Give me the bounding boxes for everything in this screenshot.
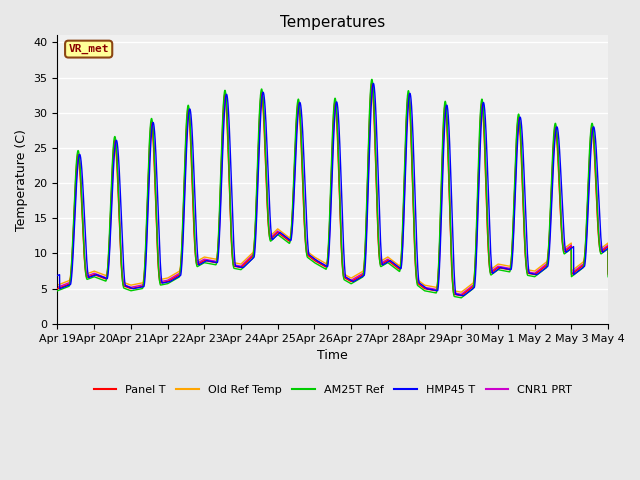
HMP45 T — [120, 267, 127, 273]
HMP45 T — [435, 270, 443, 276]
HMP45 T — [460, 293, 467, 299]
Old Ref Temp — [368, 87, 376, 93]
Old Ref Temp — [120, 279, 127, 285]
HMP45 T — [54, 273, 61, 278]
Panel T — [112, 142, 120, 148]
CNR1 PRT — [369, 82, 376, 87]
HMP45 T — [369, 81, 377, 86]
Old Ref Temp — [479, 119, 487, 124]
Panel T — [239, 264, 246, 269]
Old Ref Temp — [435, 252, 443, 257]
Old Ref Temp — [239, 260, 246, 266]
Panel T — [604, 272, 612, 277]
AM25T Ref — [435, 246, 443, 252]
Panel T — [319, 263, 327, 268]
CNR1 PRT — [435, 263, 443, 268]
AM25T Ref — [112, 138, 120, 144]
AM25T Ref — [319, 265, 327, 271]
CNR1 PRT — [458, 291, 465, 297]
Line: Panel T: Panel T — [58, 83, 608, 296]
Old Ref Temp — [54, 282, 61, 288]
AM25T Ref — [458, 295, 465, 300]
Legend: Panel T, Old Ref Temp, AM25T Ref, HMP45 T, CNR1 PRT: Panel T, Old Ref Temp, AM25T Ref, HMP45 … — [90, 380, 576, 399]
Panel T — [479, 112, 487, 118]
Old Ref Temp — [319, 259, 327, 265]
Line: HMP45 T: HMP45 T — [58, 84, 608, 296]
Line: AM25T Ref: AM25T Ref — [58, 79, 608, 298]
HMP45 T — [239, 264, 246, 270]
AM25T Ref — [120, 285, 127, 291]
HMP45 T — [112, 139, 120, 144]
CNR1 PRT — [604, 270, 612, 276]
Panel T — [368, 80, 376, 86]
Panel T — [120, 283, 127, 289]
Line: CNR1 PRT: CNR1 PRT — [58, 84, 608, 294]
Panel T — [54, 286, 61, 291]
Title: Temperatures: Temperatures — [280, 15, 385, 30]
Line: Old Ref Temp: Old Ref Temp — [58, 90, 608, 292]
AM25T Ref — [604, 274, 612, 279]
Panel T — [458, 293, 465, 299]
AM25T Ref — [239, 265, 246, 271]
CNR1 PRT — [54, 284, 61, 290]
CNR1 PRT — [239, 262, 246, 268]
HMP45 T — [319, 261, 327, 267]
HMP45 T — [604, 245, 612, 251]
Y-axis label: Temperature (C): Temperature (C) — [15, 129, 28, 230]
Old Ref Temp — [458, 289, 465, 295]
X-axis label: Time: Time — [317, 349, 348, 362]
Text: VR_met: VR_met — [68, 44, 109, 54]
AM25T Ref — [54, 288, 61, 294]
AM25T Ref — [368, 76, 376, 82]
CNR1 PRT — [319, 261, 327, 267]
Old Ref Temp — [112, 149, 120, 155]
CNR1 PRT — [479, 108, 487, 113]
Old Ref Temp — [604, 268, 612, 274]
HMP45 T — [479, 100, 487, 106]
Panel T — [435, 253, 443, 259]
CNR1 PRT — [120, 281, 127, 287]
CNR1 PRT — [112, 141, 120, 146]
AM25T Ref — [479, 108, 487, 113]
